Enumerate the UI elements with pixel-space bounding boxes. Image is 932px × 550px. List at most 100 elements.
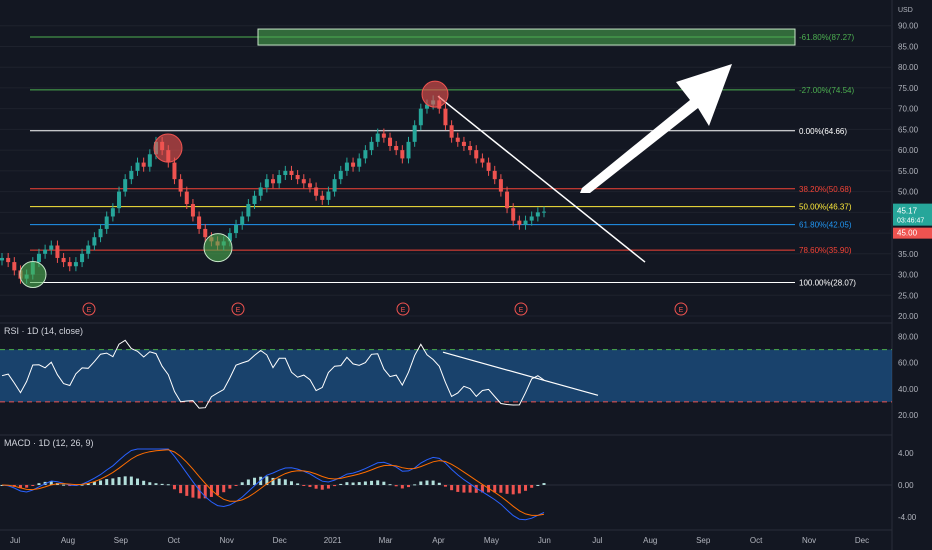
time-tick-label: Nov <box>802 536 816 545</box>
candle-body <box>505 191 510 209</box>
candle-body <box>264 179 269 188</box>
earnings-marker-circle <box>82 302 96 316</box>
candle-body <box>277 175 282 184</box>
price-tick-label: 50.00 <box>898 188 919 197</box>
candle-body <box>474 150 479 159</box>
macd-pane[interactable]: 4.00 0.00 -4.00 <box>0 448 917 522</box>
macd-histogram-bar <box>228 485 232 489</box>
pivot-circle-low <box>203 233 233 263</box>
candle-body <box>252 195 257 205</box>
macd-histogram-bar <box>339 483 343 485</box>
macd-histogram-bar <box>505 485 509 494</box>
pivot-circle-low <box>19 261 47 289</box>
last-price-value: 45.17 <box>897 207 918 216</box>
earnings-marker-circle <box>396 302 410 316</box>
macd-histogram-bar <box>289 481 293 485</box>
macd-histogram-bar <box>314 485 318 489</box>
macd-histogram-bar <box>345 482 349 485</box>
price-axis[interactable]: 90.00 85.00 80.00 75.00 70.00 65.00 60.00 55.00… <box>898 7 919 321</box>
price-tick-label: 30.00 <box>898 271 919 280</box>
macd-histogram-bar <box>25 485 29 488</box>
earnings-marker-circle <box>674 302 688 316</box>
macd-histogram-bar <box>37 483 41 485</box>
candle-body <box>234 224 239 234</box>
candle-body <box>363 150 368 159</box>
macd-histogram-bar <box>136 478 139 485</box>
currency-label: USD <box>898 7 913 14</box>
secondary-price-badge <box>893 227 932 239</box>
fibonacci-retracement[interactable]: -61.80%(87.27) -27.00%(74.54) 0.00%(64.66)… <box>30 33 856 288</box>
macd-histogram-bar <box>394 485 398 487</box>
price-badges: 45.17 03:46:47 45.00 <box>893 203 932 239</box>
macd-histogram-bar <box>160 483 164 485</box>
candle-body <box>388 137 393 146</box>
target-zone-rect <box>257 28 796 46</box>
candle-body <box>43 249 48 254</box>
macd-histogram-bar <box>296 483 300 485</box>
chart-grid <box>0 0 893 550</box>
macd-label: MACD · 1D (12, 26, 9) <box>4 438 94 448</box>
candle-body <box>400 150 405 159</box>
time-tick-label: Dec <box>855 536 869 545</box>
macd-histogram-bar <box>148 482 152 485</box>
macd-histogram-bar <box>209 485 213 497</box>
earnings-marker-label: E <box>236 307 241 314</box>
candle-body <box>92 237 97 246</box>
pivot-circles[interactable] <box>19 80 449 289</box>
time-tick-label: Nov <box>220 536 234 545</box>
macd-histogram-bar <box>277 478 281 485</box>
candle-body <box>178 179 183 192</box>
macd-histogram-bar <box>142 480 146 485</box>
macd-histogram-bar <box>31 485 35 486</box>
target-arrow <box>580 64 732 193</box>
fib-level-label: 78.60%(35.90) <box>799 246 852 255</box>
macd-histogram-bar <box>493 485 497 493</box>
candle-body <box>535 212 540 217</box>
secondary-price-value: 45.00 <box>897 229 918 238</box>
macd-histogram-bar <box>308 485 312 487</box>
candle-body <box>455 137 460 142</box>
rsi-trendline <box>442 351 599 396</box>
candle-body <box>227 233 232 242</box>
time-tick-label: Jul <box>592 536 602 545</box>
time-tick-label: Sep <box>114 536 129 545</box>
trendline-drawings[interactable] <box>437 64 732 263</box>
macd-histogram-bar <box>80 484 84 486</box>
candle-body <box>468 145 473 151</box>
last-price-badge <box>893 203 932 226</box>
price-tick-label: 80.00 <box>898 63 919 72</box>
earnings-marker-circle <box>231 302 245 316</box>
target-zone-box[interactable] <box>257 28 796 46</box>
macd-histogram-bar <box>326 485 330 489</box>
fib-level-label: 0.00%(64.66) <box>799 127 847 136</box>
earnings-marker-circle <box>514 302 528 316</box>
macd-histogram-bar <box>499 485 503 493</box>
macd-histogram-bar <box>536 484 540 486</box>
candle-body <box>523 220 528 225</box>
candle-body <box>406 141 411 159</box>
candle-body <box>332 179 337 192</box>
macd-histogram-bar <box>191 485 195 498</box>
pivot-circle-high <box>421 80 449 108</box>
candle-body <box>283 170 288 176</box>
pivot-circle-high <box>153 133 183 163</box>
fib-level-label: 38.20%(50.68) <box>799 185 852 194</box>
candle-body <box>357 158 362 167</box>
candle-body <box>480 158 485 163</box>
candle-body <box>246 204 251 217</box>
candle-body <box>492 170 497 180</box>
macd-histogram-bar <box>271 477 275 485</box>
time-axis[interactable]: Jul Aug Sep Oct Nov Dec 2021 Mar Apr May Jun Jul Aug… <box>10 536 869 545</box>
macd-histogram-bar <box>246 479 250 485</box>
rsi-pane[interactable]: 80.00 60.00 40.00 20.00 <box>0 333 919 420</box>
price-tick-label: 35.00 <box>898 250 919 259</box>
macd-histogram-bar <box>197 485 201 499</box>
macd-histogram-bar <box>99 480 103 485</box>
time-tick-label: Aug <box>61 536 75 545</box>
price-tick-label: 60.00 <box>898 146 919 155</box>
macd-histogram-bar <box>86 483 90 485</box>
macd-histogram-bar <box>462 485 466 493</box>
price-tick-label: 90.00 <box>898 22 919 31</box>
